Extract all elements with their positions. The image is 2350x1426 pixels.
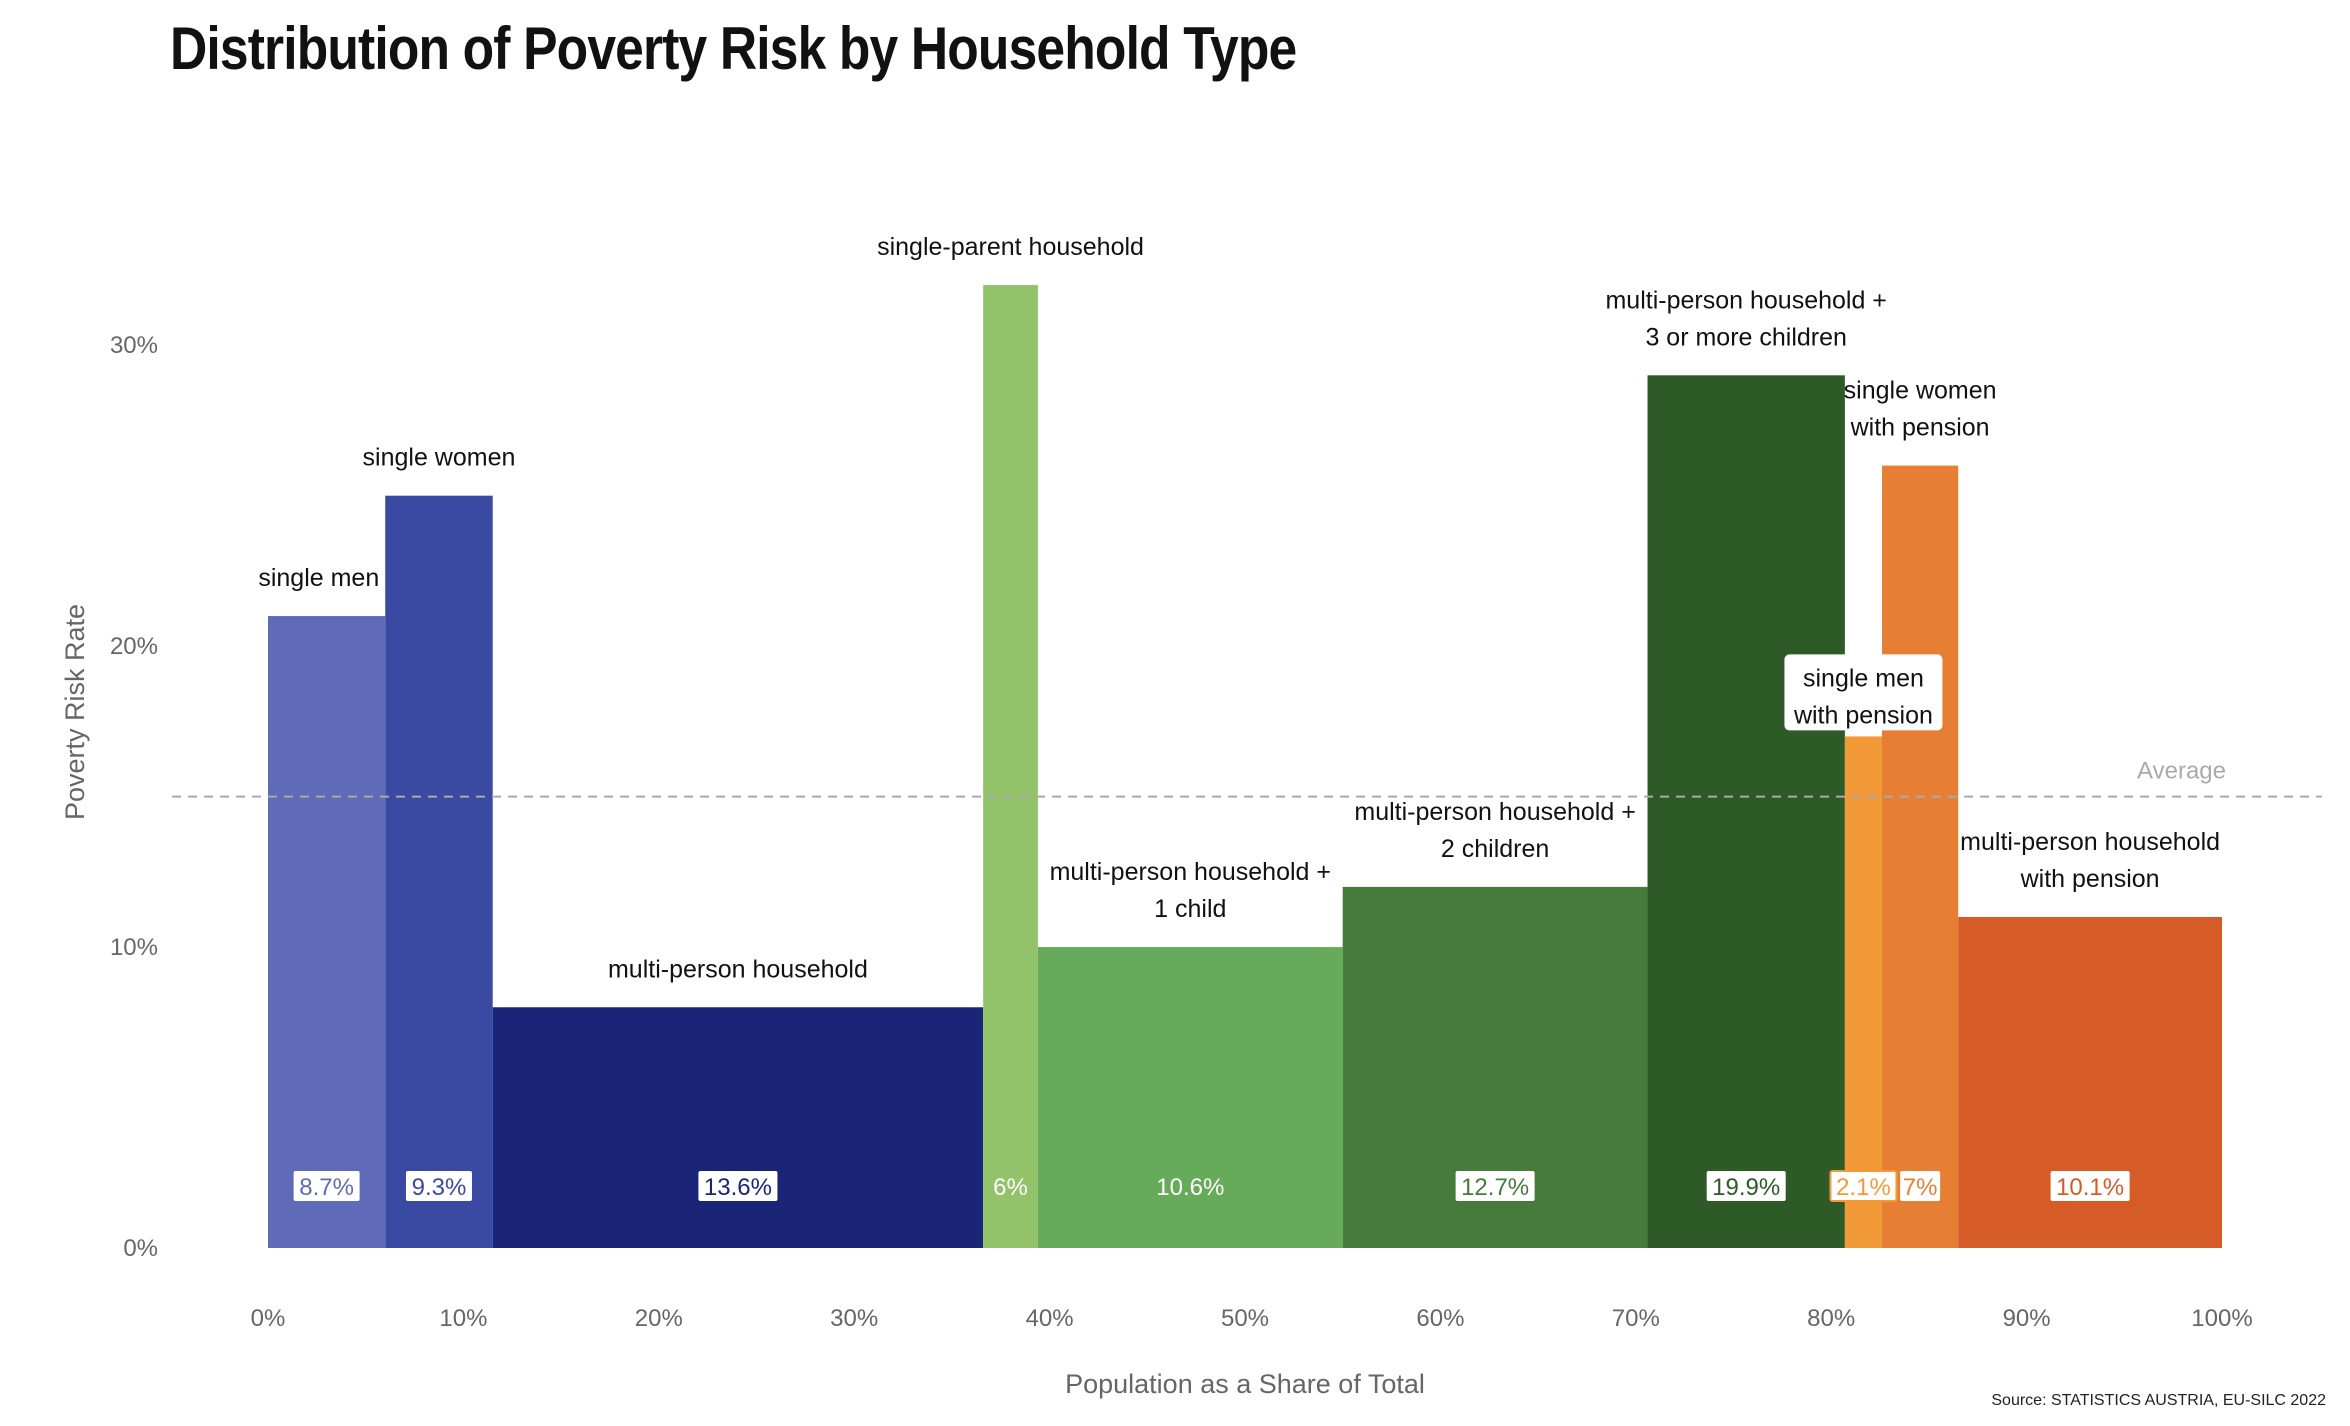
x-tick-10: 100% <box>2191 1305 2252 1332</box>
category-label-box-7 <box>1784 654 1943 731</box>
share-label-8: 7% <box>1903 1174 1938 1201</box>
x-tick-2: 20% <box>635 1305 683 1332</box>
bar-3 <box>983 285 1038 1248</box>
share-label-3: 6% <box>993 1174 1028 1201</box>
x-tick-5: 50% <box>1221 1305 1269 1332</box>
x-tick-9: 90% <box>2003 1305 2051 1332</box>
share-label-2: 13.6% <box>704 1174 772 1201</box>
bar-1 <box>385 495 493 1248</box>
bar-2 <box>492 1007 984 1248</box>
category-label-9-0: multi-person household <box>1960 828 2220 856</box>
share-label-box-2 <box>698 1171 778 1201</box>
x-tick-1: 10% <box>439 1305 487 1332</box>
category-label-9-1: with pension <box>2020 865 2160 893</box>
y-axis-title: Poverty Risk Rate <box>60 604 90 820</box>
share-label-7: 2.1% <box>1836 1174 1891 1201</box>
share-label-box-8 <box>1900 1171 1941 1201</box>
share-label-0: 8.7% <box>299 1174 354 1201</box>
x-tick-8: 80% <box>1807 1305 1855 1332</box>
category-label-5-0: multi-person household + <box>1354 798 1635 826</box>
bar-4 <box>1037 947 1343 1248</box>
share-label-box-4 <box>1150 1171 1230 1201</box>
category-label-8-1: with pension <box>1850 414 1990 442</box>
category-label-6-0: multi-person household + <box>1605 286 1886 314</box>
category-label-7-0: single men <box>1803 664 1924 692</box>
category-label-7-1: with pension <box>1793 701 1933 729</box>
x-tick-3: 30% <box>830 1305 878 1332</box>
average-layer: Average <box>172 758 2322 798</box>
axes-layer: 0% 10% 20% 30% 0% 10% 20% 30% 40% 50% 60% 70% 80% 90%… <box>60 332 2253 1399</box>
share-label-box-5 <box>1455 1171 1535 1201</box>
x-tick-0: 0% <box>251 1305 286 1332</box>
category-label-4-1: 1 child <box>1154 895 1226 923</box>
y-tick-0: 0% <box>123 1235 158 1262</box>
average-label: Average <box>2137 758 2226 785</box>
share-label-1: 9.3% <box>412 1174 467 1201</box>
category-label-5-1: 2 children <box>1441 835 1549 863</box>
category-label-4-0: multi-person household + <box>1050 858 1331 886</box>
share-label-box-6 <box>1706 1171 1786 1201</box>
y-tick-1: 10% <box>110 934 158 961</box>
chart-title: Distribution of Poverty Risk by Househol… <box>170 15 1297 82</box>
category-label-8-0: single women <box>1844 377 1997 405</box>
x-axis-title: Population as a Share of Total <box>1065 1369 1425 1399</box>
bar-6 <box>1647 375 1845 1248</box>
share-labels-layer: 8.7% 9.3% 13.6% 6% 10.6% 12.7% 19.9% 2.1% 7% 10.1… <box>293 1170 2130 1202</box>
bar-8 <box>1882 465 1959 1249</box>
category-label-3-0: single-parent household <box>877 233 1144 261</box>
share-label-5: 12.7% <box>1461 1174 1529 1201</box>
bar-7 <box>1844 736 1883 1248</box>
source-note: Source: STATISTICS AUSTRIA, EU-SILC 2022 <box>1991 1392 2326 1409</box>
category-label-6-1: 3 or more children <box>1645 323 1846 351</box>
share-label-box-1 <box>405 1171 472 1201</box>
x-tick-7: 70% <box>1612 1305 1660 1332</box>
share-label-box-9 <box>2050 1171 2130 1201</box>
share-label-box-7 <box>1829 1170 1898 1202</box>
bar-0 <box>268 616 386 1248</box>
share-label-6: 19.9% <box>1712 1174 1780 1201</box>
bars-layer <box>268 285 2222 1249</box>
category-label-0-0: single men <box>258 564 379 592</box>
y-tick-2: 20% <box>110 633 158 660</box>
share-label-4: 10.6% <box>1156 1174 1224 1201</box>
x-tick-6: 60% <box>1416 1305 1464 1332</box>
y-tick-3: 30% <box>110 332 158 359</box>
share-label-box-3 <box>990 1171 1031 1201</box>
category-labels-layer: single men single women multi-person house… <box>258 233 2220 983</box>
share-label-box-0 <box>293 1171 360 1201</box>
x-tick-4: 40% <box>1026 1305 1074 1332</box>
category-label-1-0: single women <box>363 444 516 472</box>
share-label-9: 10.1% <box>2056 1174 2124 1201</box>
category-label-2-0: multi-person household <box>608 955 868 983</box>
